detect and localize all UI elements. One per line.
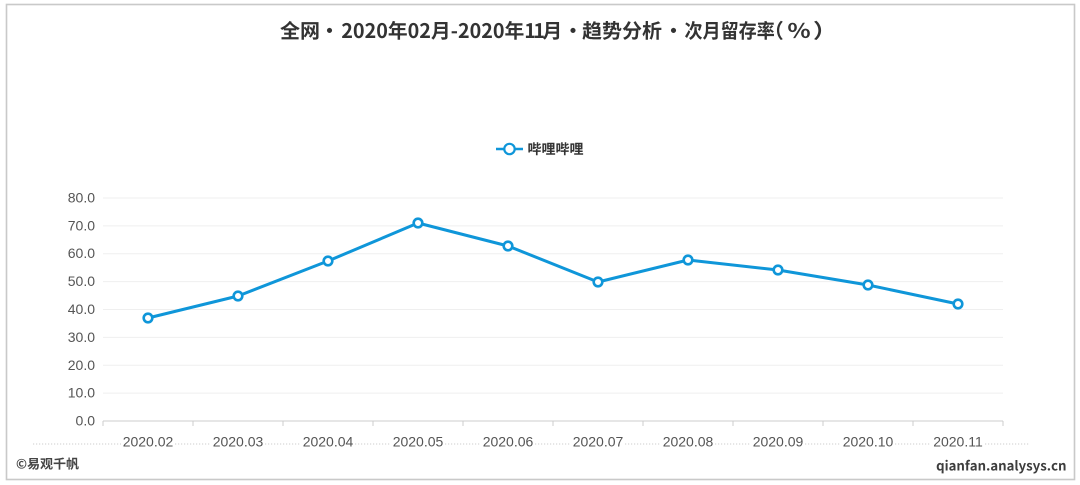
svg-text:2020.08: 2020.08 — [663, 434, 714, 450]
svg-text:2020.06: 2020.06 — [483, 434, 534, 450]
svg-text:70.0: 70.0 — [68, 217, 95, 233]
svg-text:40.0: 40.0 — [68, 301, 95, 317]
svg-text:30.0: 30.0 — [68, 329, 95, 345]
svg-text:2020.04: 2020.04 — [303, 434, 354, 450]
svg-text:2020.10: 2020.10 — [843, 434, 894, 450]
svg-text:60.0: 60.0 — [68, 245, 95, 261]
svg-text:2020.09: 2020.09 — [753, 434, 804, 450]
svg-text:80.0: 80.0 — [68, 190, 95, 206]
svg-text:10.0: 10.0 — [68, 385, 95, 401]
svg-text:2020.11: 2020.11 — [933, 434, 983, 450]
svg-text:0.0: 0.0 — [76, 413, 96, 429]
svg-text:50.0: 50.0 — [68, 273, 95, 289]
svg-text:2020.07: 2020.07 — [573, 434, 624, 450]
svg-text:2020.02: 2020.02 — [123, 434, 174, 450]
svg-text:2020.03: 2020.03 — [213, 434, 264, 450]
svg-text:2020.05: 2020.05 — [393, 434, 444, 450]
svg-text:20.0: 20.0 — [68, 357, 95, 373]
